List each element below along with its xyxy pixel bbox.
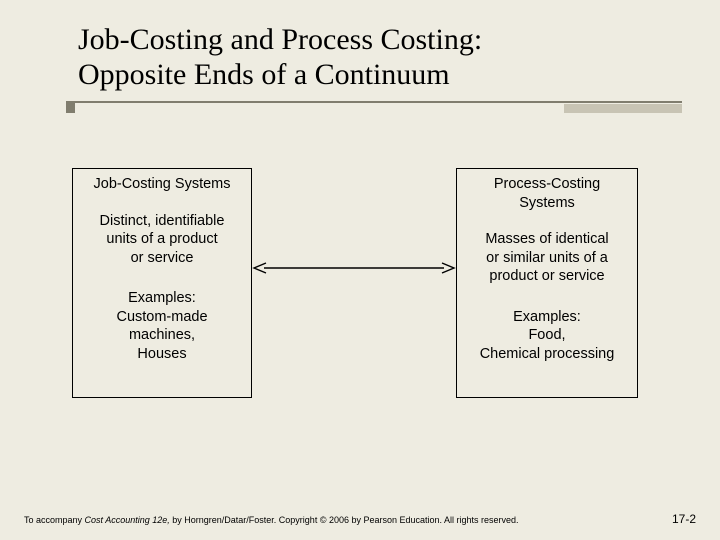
page-number: 17-2 xyxy=(672,512,696,526)
text-line: Systems xyxy=(519,195,575,211)
footer-book-title: Cost Accounting 12e, xyxy=(85,515,170,525)
process-costing-examples: Examples: Food, Chemical processing xyxy=(465,308,629,364)
footer-prefix: To accompany xyxy=(24,515,85,525)
text-line: or service xyxy=(131,250,194,266)
process-costing-box: Process-Costing Systems Masses of identi… xyxy=(456,168,638,398)
text-line: Process-Costing xyxy=(494,176,600,192)
text-line: machines, xyxy=(129,327,195,343)
process-costing-heading: Process-Costing Systems xyxy=(465,175,629,212)
process-costing-description: Masses of identical or similar units of … xyxy=(465,230,629,286)
slide-title: Job-Costing and Process Costing: Opposit… xyxy=(78,22,660,93)
text-line: Examples: xyxy=(513,309,581,325)
text-line: Examples: xyxy=(128,290,196,306)
footer-text: To accompany Cost Accounting 12e, by Hor… xyxy=(24,515,519,525)
text-line: Custom-made xyxy=(116,309,207,325)
content-area: Job-Costing Systems Distinct, identifiab… xyxy=(0,150,720,500)
job-costing-description: Distinct, identifiable units of a produc… xyxy=(81,212,243,268)
text-line: Distinct, identifiable xyxy=(100,213,225,229)
underline-left-tick xyxy=(66,101,75,113)
text-line: Masses of identical xyxy=(485,231,608,247)
text-line: Houses xyxy=(137,346,186,362)
text-line: or similar units of a xyxy=(486,250,608,266)
footer: To accompany Cost Accounting 12e, by Hor… xyxy=(24,512,696,526)
text-line: Food, xyxy=(528,327,565,343)
title-area: Job-Costing and Process Costing: Opposit… xyxy=(0,0,720,93)
double-arrow-icon xyxy=(252,258,456,278)
text-line: product or service xyxy=(489,268,604,284)
job-costing-box: Job-Costing Systems Distinct, identifiab… xyxy=(72,168,252,398)
title-line-1: Job-Costing and Process Costing: xyxy=(78,23,482,56)
text-line: Chemical processing xyxy=(480,346,615,362)
title-underline xyxy=(0,101,720,115)
job-costing-examples: Examples: Custom-made machines, Houses xyxy=(81,289,243,363)
text-line: units of a product xyxy=(106,231,217,247)
footer-rest: by Horngren/Datar/Foster. Copyright © 20… xyxy=(170,515,519,525)
underline-main xyxy=(75,101,682,103)
job-costing-heading: Job-Costing Systems xyxy=(81,175,243,194)
underline-right-shadow xyxy=(564,104,682,113)
title-line-2: Opposite Ends of a Continuum xyxy=(78,58,450,91)
